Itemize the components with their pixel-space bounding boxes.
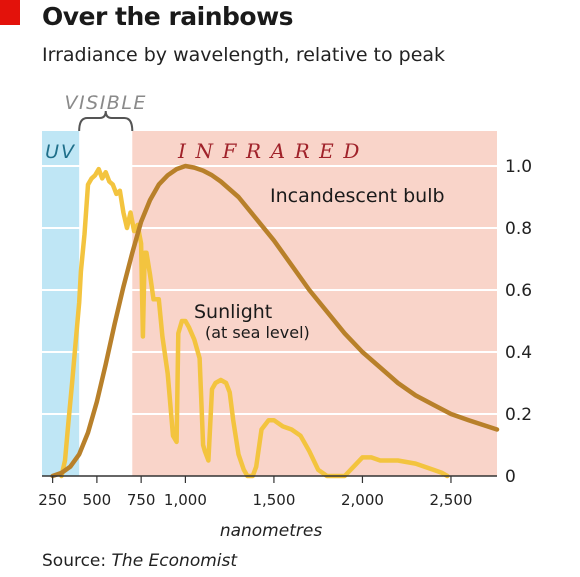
source-name: The Economist (111, 551, 238, 571)
y-axis-ticks: 0 0.2 0.4 0.6 0.8 1.0 (505, 157, 532, 487)
region-label-uv: UV (45, 141, 76, 163)
source-prefix: Source: (42, 551, 112, 571)
infrared-band (132, 131, 498, 476)
source-note: Source: The Economist (42, 551, 237, 571)
series-line-incandescent-bulb (50, 163, 500, 479)
series-label-sunlight-note: (at sea level) (205, 323, 310, 342)
gridlines (42, 165, 500, 415)
region-label-visible: VISIBLE (65, 92, 147, 114)
uv-band (42, 131, 80, 476)
brand-red-tag (0, 0, 20, 25)
x-tick-label: 250 (38, 491, 67, 509)
series-label-incandescent-bulb: Incandescent bulb (270, 185, 445, 207)
chart-subtitle: Irradiance by wavelength, relative to pe… (42, 44, 446, 66)
x-tick-label: 500 (83, 491, 112, 509)
x-tick-label: 2,500 (429, 491, 472, 509)
chart-title: Over the rainbows (42, 2, 294, 31)
y-tick-label: 0.4 (505, 343, 532, 363)
series-line-sunlight (59, 166, 450, 479)
y-tick-label: 0.8 (505, 219, 532, 239)
y-tick-label: 0.2 (505, 405, 532, 425)
y-tick-label: 0.6 (505, 281, 532, 301)
x-tick-label: 750 (127, 491, 156, 509)
y-tick-label: 0 (505, 467, 516, 487)
x-axis-ticks: 250 500 750 1,000 1,500 2,000 2,500 (38, 476, 472, 509)
x-tick-label: 2,000 (341, 491, 384, 509)
region-label-infrared: I N F R A R E D (177, 139, 361, 163)
series-label-sunlight: Sunlight (194, 301, 272, 323)
x-tick-label: 1,000 (164, 491, 207, 509)
x-tick-label: 1,500 (252, 491, 295, 509)
y-tick-label: 1.0 (505, 157, 532, 177)
visible-bracket (78, 110, 134, 132)
x-axis-label: nanometres (220, 521, 323, 541)
